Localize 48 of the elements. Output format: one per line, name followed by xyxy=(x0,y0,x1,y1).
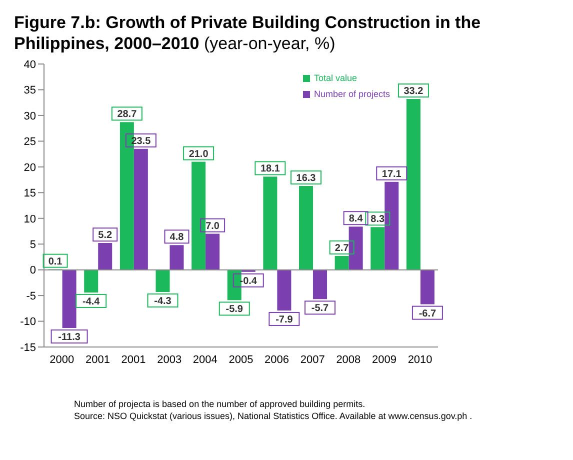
data-label: 7.0 xyxy=(206,220,220,232)
data-label: 21.0 xyxy=(188,148,209,160)
data-label: -4.4 xyxy=(82,296,100,308)
data-label: 28.7 xyxy=(117,109,138,120)
data-label: 5.2 xyxy=(98,230,112,242)
data-label: 0.1 xyxy=(48,256,63,268)
y-tick-label: -5 xyxy=(26,290,36,302)
data-label: 16.3 xyxy=(296,172,316,184)
source-note: Source: NSO Quickstat (various issues), National Statistics Office. Available at www.census.gov.ph . xyxy=(74,410,474,422)
data-label: 18.1 xyxy=(260,164,280,175)
data-label: -6.7 xyxy=(418,308,437,320)
data-label: -11.3 xyxy=(58,332,81,343)
legend-label: Total value xyxy=(314,73,357,83)
data-label: -4.3 xyxy=(154,296,172,307)
y-tick-label: 30 xyxy=(24,110,36,122)
data-label: 8.3 xyxy=(370,214,386,226)
x-tick-label: 2007 xyxy=(300,354,325,366)
y-tick-label: 40 xyxy=(24,58,36,71)
data-label: 33.2 xyxy=(404,86,424,97)
data-label: -5.7 xyxy=(311,303,330,314)
x-tick-label: 2009 xyxy=(372,354,396,366)
y-tick-label: 10 xyxy=(24,213,36,226)
y-tick-label: 15 xyxy=(24,188,36,200)
text: Number of projecta is based on the number of approved building permits. xyxy=(74,398,366,410)
chart-subtitle: (year-on-year, %) xyxy=(204,34,336,53)
x-tick-label: 2001 xyxy=(85,354,110,366)
y-tick-label: 0 xyxy=(30,264,36,277)
x-tick-label: 2005 xyxy=(228,354,254,366)
data-label: -5.9 xyxy=(226,304,244,316)
x-tick-label: 2008 xyxy=(336,354,361,366)
x-tick-label: 2000 xyxy=(50,354,74,366)
x-tick-label: 2006 xyxy=(264,354,290,366)
data-label: 2.7 xyxy=(334,242,350,254)
y-tick-label: 5 xyxy=(30,238,36,251)
x-tick-label: 2010 xyxy=(408,354,432,366)
x-tick-label: 2003 xyxy=(157,354,182,366)
y-tick-label: 25 xyxy=(24,136,36,148)
x-tick-label: 2004 xyxy=(192,354,218,366)
x-tick-label: 2001 xyxy=(121,354,146,366)
data-label: 17.1 xyxy=(382,168,402,180)
y-tick-label: -10 xyxy=(20,316,36,328)
data-label: 4.8 xyxy=(170,232,184,244)
data-label: -7.9 xyxy=(276,314,294,326)
legend-label: Number of projects xyxy=(314,89,390,99)
y-tick-label: -15 xyxy=(20,342,36,354)
y-tick-label: 20 xyxy=(24,162,36,174)
y-tick-label: 35 xyxy=(24,84,36,97)
data-label: 8.4 xyxy=(348,214,364,225)
